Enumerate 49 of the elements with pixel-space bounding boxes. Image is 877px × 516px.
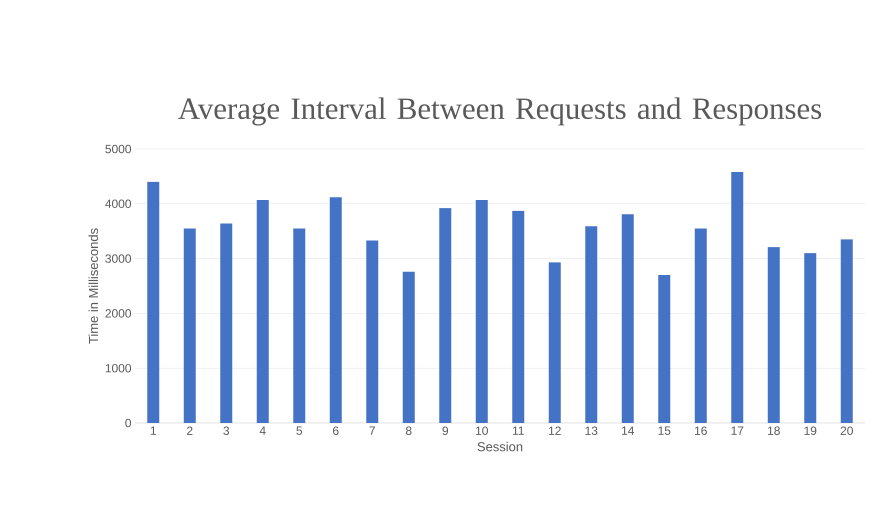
x-tick-label: 11 [512,426,524,435]
bar [585,226,598,423]
bar [804,253,816,423]
x-tick-label: 16 [695,426,707,435]
bar [731,172,744,423]
x-tick-label: 15 [658,426,670,435]
bar [147,182,160,423]
bar [548,262,561,423]
x-tick-label: 1 [150,426,156,435]
y-tick-label: 2000 [105,309,132,318]
x-tick-label: 18 [768,426,780,435]
bar [184,228,196,423]
x-tick-label: 6 [333,426,339,435]
chart-title: Average Interval Between Requests and Responses [178,97,822,126]
bar [622,214,634,423]
x-tick-label: 20 [840,426,853,435]
bar [439,208,452,423]
x-tick-label: 10 [476,426,488,435]
y-tick-label: 0 [125,418,132,428]
bar [476,200,488,423]
x-tick-label: 4 [260,426,266,435]
bar [694,228,707,423]
x-axis-title: Session [478,442,522,452]
x-tick-label: 13 [586,426,598,435]
x-tick-label: 2 [187,426,192,435]
bar [512,210,524,423]
y-tick-label: 1000 [106,364,132,372]
bar [330,197,342,423]
x-tick-label: 17 [732,426,744,435]
bar [220,224,232,423]
y-tick-label: 5000 [105,144,132,154]
bar [366,240,378,423]
x-tick-label: 12 [549,426,561,435]
y-axis-title: Time in Milliseconds [88,228,98,344]
y-tick-label: 4000 [105,200,132,208]
bar [840,239,853,423]
x-tick-label: 8 [406,426,412,435]
x-tick-label: 14 [622,426,634,435]
bar [658,275,670,423]
bar [293,228,306,423]
x-tick-label: 3 [223,426,230,435]
x-tick-label: 5 [296,426,302,435]
x-tick-label: 9 [442,426,448,435]
bar [768,247,780,423]
bar [402,272,415,423]
x-tick-label: 7 [370,426,375,435]
y-tick-label: 3000 [105,254,132,263]
bar [256,200,269,423]
x-tick-label: 19 [804,426,816,435]
